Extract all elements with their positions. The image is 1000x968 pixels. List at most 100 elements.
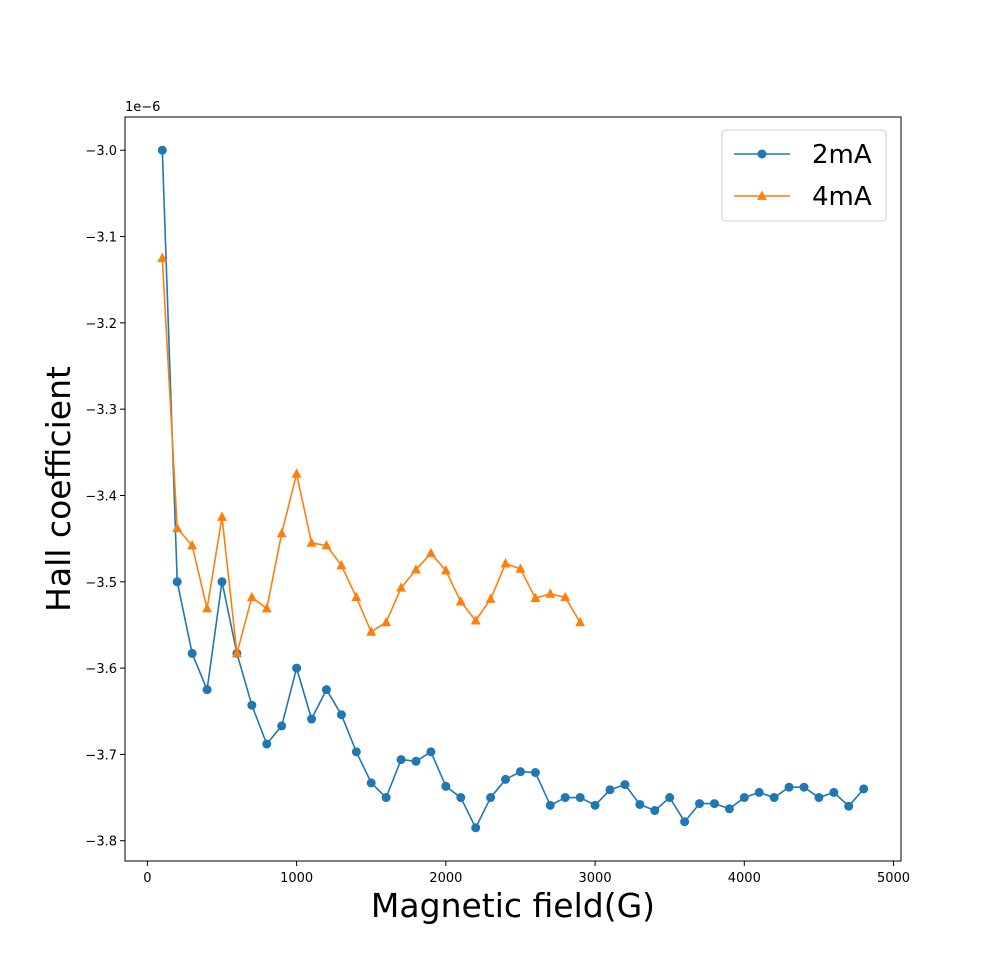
x-tick-label: 3000 bbox=[579, 871, 612, 886]
data-point-2ma bbox=[396, 755, 406, 765]
data-point-2ma bbox=[665, 793, 675, 803]
data-point-2ma bbox=[441, 781, 451, 791]
y-offset-label: 1e−6 bbox=[125, 100, 160, 115]
data-point-2ma bbox=[366, 778, 376, 788]
data-point-4ma bbox=[515, 563, 526, 573]
data-point-4ma bbox=[172, 522, 183, 533]
data-point-2ma bbox=[336, 710, 346, 720]
legend-marker-2ma bbox=[757, 149, 767, 159]
data-point-4ma bbox=[202, 603, 213, 613]
data-point-2ma bbox=[709, 799, 719, 809]
x-axis-ticks: 0 1000 2000 3000 4000 5000 bbox=[143, 861, 910, 886]
data-point-2ma bbox=[560, 793, 570, 803]
data-point-2ma bbox=[277, 721, 287, 731]
y-tick-label: −3.3 bbox=[85, 403, 117, 418]
data-point-4ma bbox=[485, 593, 496, 603]
data-point-2ma bbox=[471, 823, 481, 833]
data-point-2ma bbox=[680, 817, 690, 827]
data-point-2ma bbox=[411, 756, 421, 766]
data-point-2ma bbox=[635, 799, 645, 809]
data-point-2ma bbox=[695, 799, 705, 809]
data-point-2ma bbox=[844, 801, 854, 811]
data-point-4ma bbox=[500, 558, 511, 568]
data-point-4ma bbox=[336, 559, 347, 570]
data-point-4ma bbox=[366, 626, 377, 636]
data-point-4ma bbox=[291, 468, 302, 478]
y-tick-label: −3.7 bbox=[85, 748, 117, 763]
x-tick-label: 2000 bbox=[429, 871, 462, 886]
data-point-4ma bbox=[261, 603, 272, 613]
y-tick-label: −3.0 bbox=[85, 144, 117, 159]
legend-marker-4ma bbox=[757, 190, 767, 200]
data-point-2ma bbox=[590, 800, 600, 810]
data-point-2ma bbox=[650, 806, 660, 816]
data-point-2ma bbox=[292, 663, 302, 673]
data-point-2ma bbox=[784, 782, 794, 792]
data-point-2ma bbox=[799, 782, 809, 792]
x-tick-label: 4000 bbox=[728, 871, 761, 886]
data-point-4ma bbox=[306, 537, 317, 547]
data-point-4ma bbox=[246, 591, 257, 602]
data-point-2ma bbox=[829, 787, 839, 797]
data-point-2ma bbox=[859, 784, 869, 794]
data-point-2ma bbox=[262, 739, 272, 749]
data-point-2ma bbox=[307, 714, 317, 724]
plot-area-frame bbox=[124, 116, 902, 862]
data-point-4ma bbox=[396, 582, 407, 592]
data-point-4ma bbox=[276, 527, 287, 538]
data-point-4ma bbox=[455, 596, 466, 606]
data-point-4ma bbox=[351, 591, 362, 602]
data-point-2ma bbox=[724, 804, 734, 814]
data-point-2ma bbox=[381, 793, 391, 803]
data-point-2ma bbox=[515, 767, 525, 777]
x-tick-label: 5000 bbox=[877, 871, 910, 886]
data-point-2ma bbox=[530, 768, 540, 778]
data-point-4ma bbox=[470, 615, 481, 625]
data-point-2ma bbox=[321, 685, 331, 695]
y-tick-label: −3.5 bbox=[85, 576, 117, 591]
data-point-4ma bbox=[381, 616, 392, 627]
data-point-2ma bbox=[202, 685, 212, 695]
data-point-2ma bbox=[620, 780, 630, 790]
legend-label-2ma: 2mA bbox=[812, 140, 872, 170]
data-point-2ma bbox=[501, 774, 511, 784]
y-tick-label: −3.8 bbox=[85, 835, 117, 850]
data-point-2ma bbox=[187, 648, 197, 658]
series-layer bbox=[157, 145, 869, 833]
data-point-4ma bbox=[157, 252, 168, 262]
y-axis-ticks: −3.0 −3.1 −3.2 −3.3 −3.4 −3.5 −3.6 −3.7 −3.8 bbox=[85, 144, 125, 850]
data-point-2ma bbox=[157, 145, 167, 155]
data-point-4ma bbox=[425, 547, 436, 558]
data-point-4ma bbox=[187, 540, 198, 550]
data-point-2ma bbox=[456, 793, 466, 803]
data-point-2ma bbox=[351, 747, 361, 757]
x-tick-label: 0 bbox=[143, 871, 151, 886]
data-point-4ma bbox=[530, 592, 541, 603]
legend-label-4ma: 4mA bbox=[812, 182, 872, 212]
data-point-4ma bbox=[411, 564, 421, 574]
y-tick-label: −3.2 bbox=[85, 317, 117, 332]
data-point-2ma bbox=[545, 800, 555, 810]
data-point-4ma bbox=[321, 540, 332, 550]
data-point-2ma bbox=[426, 747, 436, 757]
data-point-2ma bbox=[486, 793, 496, 803]
x-axis-label: Magnetic field(G) bbox=[371, 886, 655, 925]
data-point-2ma bbox=[605, 785, 615, 795]
data-point-2ma bbox=[247, 700, 257, 710]
data-point-4ma bbox=[575, 616, 586, 627]
data-point-2ma bbox=[739, 793, 749, 803]
data-point-2ma bbox=[754, 787, 764, 797]
data-point-2ma bbox=[814, 793, 824, 803]
y-tick-label: −3.1 bbox=[85, 231, 117, 246]
y-tick-label: −3.6 bbox=[85, 662, 117, 677]
data-point-4ma bbox=[545, 588, 556, 598]
data-point-4ma bbox=[217, 511, 227, 521]
data-point-2ma bbox=[769, 793, 779, 803]
data-point-2ma bbox=[172, 577, 182, 587]
x-tick-label: 1000 bbox=[280, 871, 313, 886]
data-point-4ma bbox=[231, 647, 242, 658]
data-point-4ma bbox=[560, 591, 571, 602]
data-point-2ma bbox=[575, 793, 585, 803]
